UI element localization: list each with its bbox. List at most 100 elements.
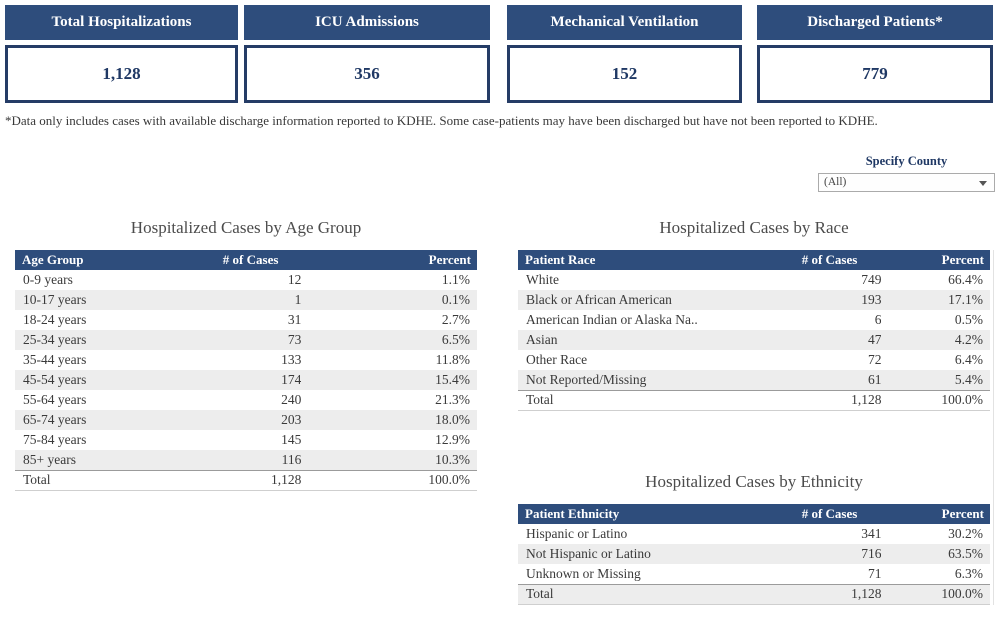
age-group-viz: Hospitalized Cases by Age Group Age Grou…	[15, 218, 477, 491]
table-row[interactable]: Hispanic or Latino 341 30.2%	[518, 524, 990, 544]
table-total-row[interactable]: Total 1,128 100.0%	[518, 583, 990, 605]
column-header: # of Cases	[777, 504, 882, 524]
table-row[interactable]: 35-44 years 133 11.8%	[15, 350, 477, 370]
table-cell: 341	[861, 526, 882, 541]
table-cell: 10.3%	[435, 451, 470, 467]
table-cell: White	[526, 272, 559, 287]
table-cell: 17.1%	[948, 292, 983, 307]
kpi-icu-admissions: ICU Admissions 356	[244, 5, 490, 103]
table-row[interactable]: Other Race 72 6.4%	[518, 350, 990, 370]
column-header: # of Cases	[199, 250, 302, 270]
table-cell: 12.9%	[435, 432, 470, 447]
table-cell: 203	[281, 412, 302, 427]
table-cell: Black or African American	[526, 292, 672, 307]
kpi-label: ICU Admissions	[244, 5, 490, 40]
table-cell: 1,128	[777, 389, 882, 411]
table-row[interactable]: 0-9 years 12 1.1%	[15, 270, 477, 290]
table-row[interactable]: 10-17 years 1 0.1%	[15, 290, 477, 310]
table-cell: 35-44 years	[23, 352, 87, 367]
table-cell: 65-74 years	[23, 412, 87, 427]
table-row[interactable]: 75-84 years 145 12.9%	[15, 430, 477, 450]
ethnicity-viz: Hospitalized Cases by Ethnicity Patient …	[518, 472, 990, 605]
column-header: Patient Ethnicity	[518, 504, 778, 524]
table-cell: Total	[518, 389, 778, 411]
table-cell: 21.3%	[435, 392, 470, 407]
table-row[interactable]: 18-24 years 31 2.7%	[15, 310, 477, 330]
table-cell: 0.5%	[954, 312, 983, 327]
table-cell: 716	[861, 546, 882, 561]
table-cell: 72	[867, 352, 882, 367]
kpi-label: Discharged Patients*	[757, 5, 993, 40]
kpi-value: 356	[244, 45, 490, 103]
table-cell: Hispanic or Latino	[526, 526, 628, 541]
table-cell: 1	[294, 292, 302, 307]
table-cell: 63.5%	[948, 546, 983, 561]
table-row[interactable]: Not Reported/Missing 61 5.4%	[518, 370, 990, 390]
table-cell: 133	[281, 352, 302, 367]
table-cell: 73	[287, 332, 302, 347]
table-row[interactable]: 85+ years 116 10.3%	[15, 450, 477, 470]
kpi-total-hospitalizations: Total Hospitalizations 1,128	[5, 5, 238, 103]
kpi-label: Total Hospitalizations	[5, 5, 238, 40]
kpi-label: Mechanical Ventilation	[507, 5, 742, 40]
table-cell: Total	[518, 583, 778, 605]
ethnicity-table-title: Hospitalized Cases by Ethnicity	[645, 472, 863, 491]
table-cell: 193	[861, 292, 882, 307]
table-row[interactable]: 45-54 years 174 15.4%	[15, 370, 477, 390]
table-cell: Not Hispanic or Latino	[526, 546, 651, 561]
table-cell: Asian	[526, 332, 558, 347]
chevron-down-icon	[979, 181, 987, 186]
table-cell: 61	[867, 371, 882, 387]
table-cell: 4.2%	[954, 332, 983, 347]
table-row[interactable]: American Indian or Alaska Na.. 6 0.5%	[518, 310, 990, 330]
county-dropdown[interactable]: (All)	[818, 173, 995, 192]
table-total-row[interactable]: Total 1,128 100.0%	[15, 469, 477, 491]
column-header: Patient Race	[518, 250, 778, 270]
table-cell: 55-64 years	[23, 392, 87, 407]
table-row[interactable]: 55-64 years 240 21.3%	[15, 390, 477, 410]
table-row[interactable]: Black or African American 193 17.1%	[518, 290, 990, 310]
table-cell: 100.0%	[301, 469, 477, 491]
table-row[interactable]: Asian 47 4.2%	[518, 330, 990, 350]
table-cell: 30.2%	[948, 526, 983, 541]
ethnicity-table: Patient Ethnicity # of Cases Percent Hispan…	[518, 504, 990, 605]
table-cell: 12	[287, 272, 302, 287]
table-total-row[interactable]: Total 1,128 100.0%	[518, 389, 990, 411]
pane-divider	[993, 250, 994, 605]
age-table-title: Hospitalized Cases by Age Group	[130, 218, 362, 237]
county-filter: Specify County (All)	[818, 154, 995, 192]
table-row[interactable]: 65-74 years 203 18.0%	[15, 410, 477, 430]
discharge-footnote: *Data only includes cases with available…	[5, 113, 878, 128]
column-header: Percent	[881, 504, 990, 524]
table-cell: 75-84 years	[23, 432, 87, 447]
table-cell: 15.4%	[435, 372, 470, 387]
column-header: Percent	[881, 250, 990, 270]
table-cell: 0-9 years	[23, 272, 73, 287]
column-header: Age Group	[15, 250, 200, 270]
column-header: # of Cases	[777, 250, 882, 270]
table-cell: 47	[867, 332, 882, 347]
table-row[interactable]: Not Hispanic or Latino 716 63.5%	[518, 544, 990, 564]
table-cell: 66.4%	[948, 272, 983, 287]
table-cell: 45-54 years	[23, 372, 87, 387]
race-viz: Hospitalized Cases by Race Patient Race #…	[518, 218, 990, 411]
table-row[interactable]: Unknown or Missing 71 6.3%	[518, 564, 990, 584]
table-cell: American Indian or Alaska Na..	[526, 312, 698, 327]
table-cell: 31	[287, 312, 302, 327]
table-row[interactable]: White 749 66.4%	[518, 270, 990, 290]
table-cell: 6	[874, 312, 882, 327]
table-cell: 116	[281, 451, 302, 467]
race-table: Patient Race # of Cases Percent White 749 66.…	[518, 250, 990, 411]
table-cell: 18-24 years	[23, 312, 87, 327]
table-cell: 1,128	[199, 469, 302, 491]
table-cell: 6.4%	[954, 352, 983, 367]
kpi-value: 152	[507, 45, 742, 103]
table-row[interactable]: 25-34 years 73 6.5%	[15, 330, 477, 350]
kpi-value: 1,128	[5, 45, 238, 103]
kpi-mechanical-ventilation: Mechanical Ventilation 152	[507, 5, 742, 103]
table-cell: 6.3%	[954, 565, 983, 581]
table-cell: 1,128	[777, 583, 882, 605]
table-cell: 85+ years	[23, 451, 76, 467]
table-cell: 6.5%	[441, 332, 470, 347]
